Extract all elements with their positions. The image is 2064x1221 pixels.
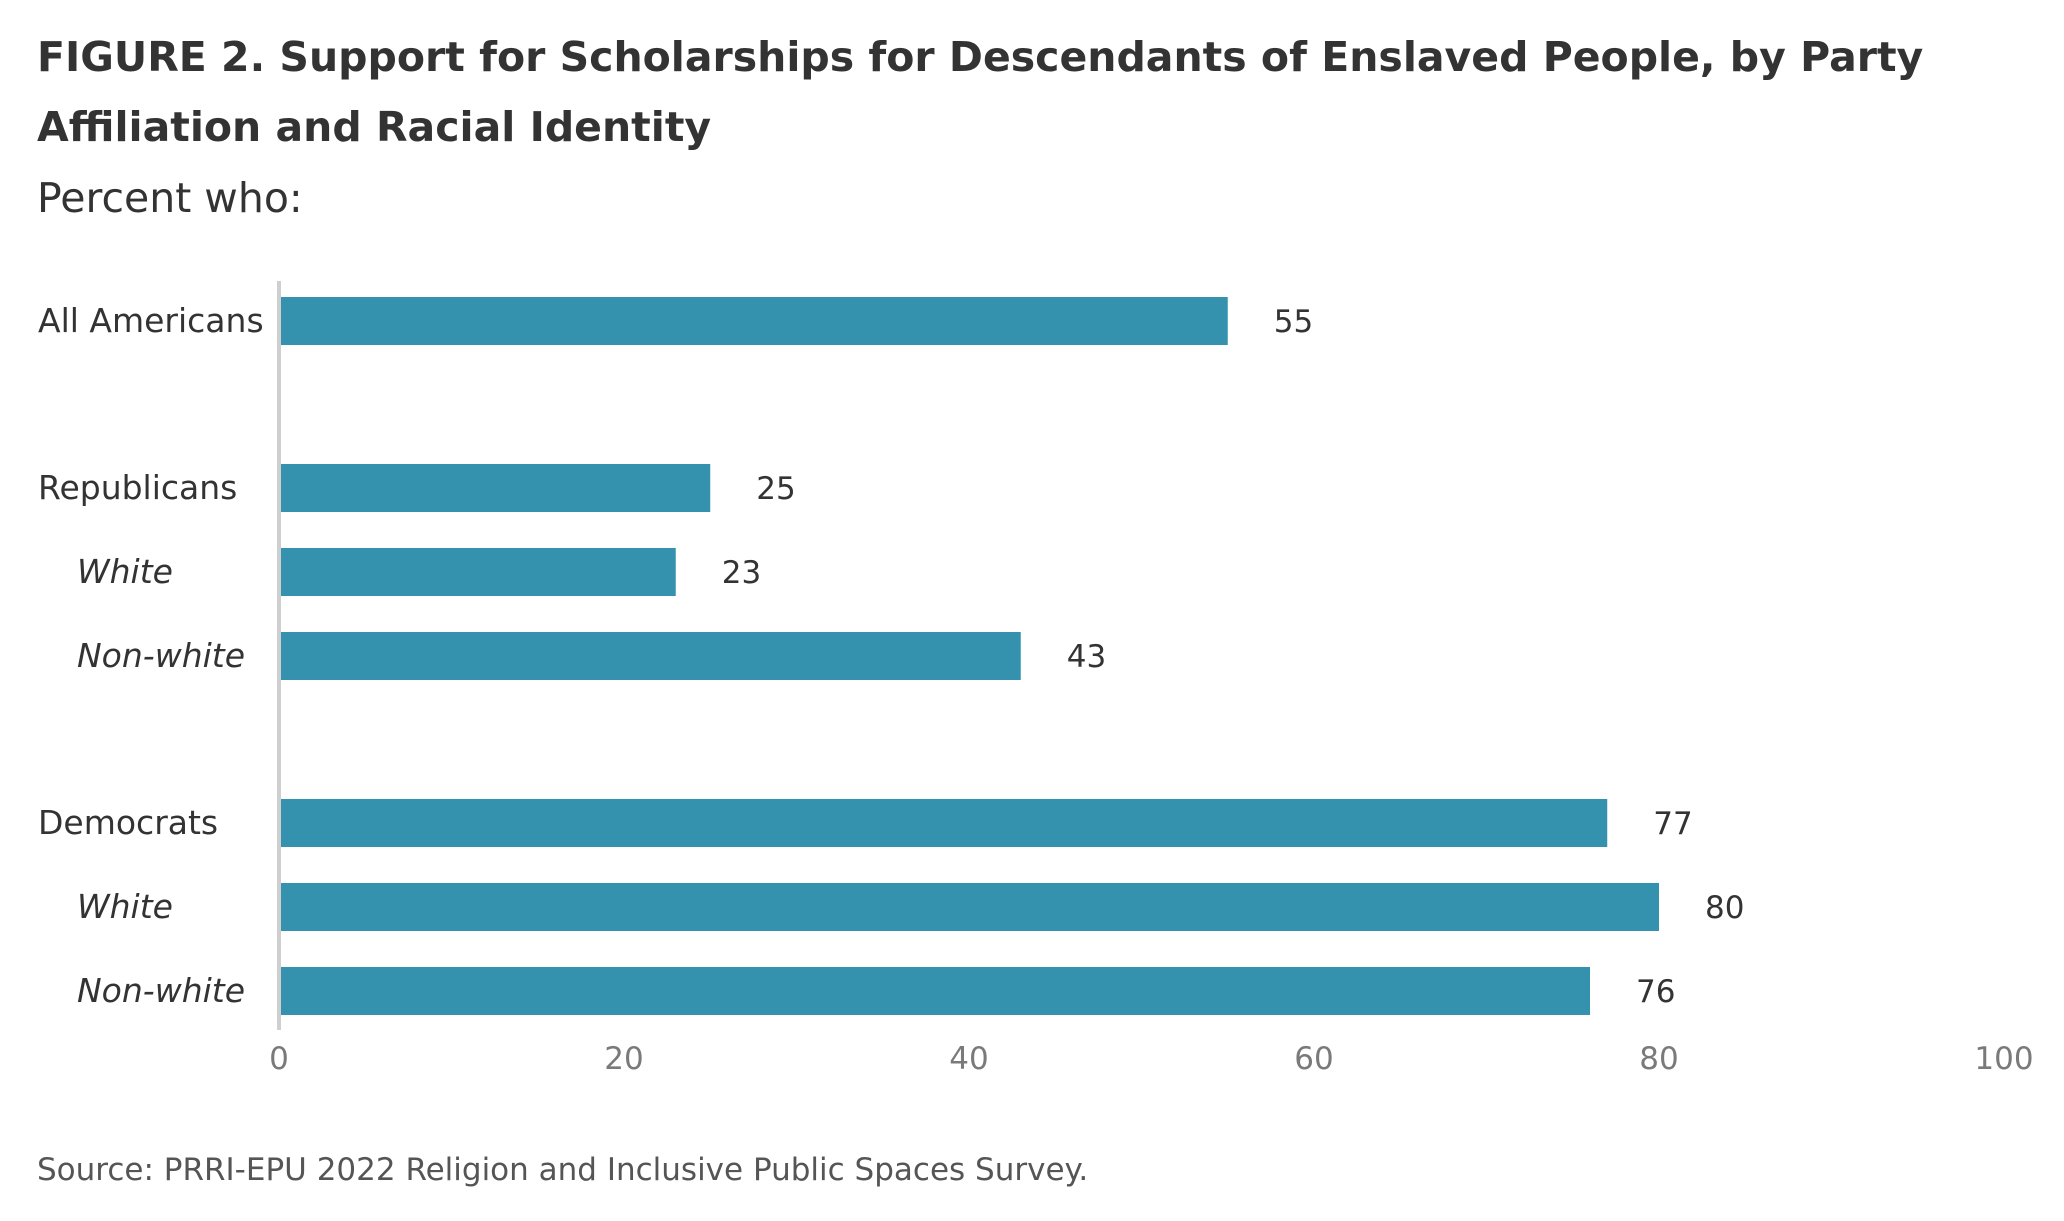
bar	[279, 799, 1608, 847]
category-labels: All Americans Republicans White Non-white De…	[38, 301, 264, 1010]
x-tick-label: 60	[1294, 1041, 1333, 1077]
chart-title: FIGURE 2. Support for Scholarships for D…	[37, 33, 1924, 151]
category-label: Republicans	[38, 468, 237, 507]
value-label: 76	[1636, 974, 1675, 1010]
x-axis-ticks: 0 20 40 60 80 100	[269, 1041, 2033, 1077]
category-label: Non-white	[77, 636, 245, 675]
category-label: Democrats	[38, 803, 218, 842]
value-label: 43	[1067, 639, 1106, 675]
bar	[279, 548, 676, 596]
bar	[279, 883, 1659, 931]
bars	[279, 297, 1659, 1015]
x-tick-label: 0	[269, 1041, 289, 1077]
bar	[279, 632, 1021, 680]
category-label: All Americans	[38, 301, 264, 340]
bar	[279, 967, 1590, 1015]
category-label: White	[77, 552, 173, 591]
bar	[279, 297, 1228, 345]
chart-subtitle: Percent who:	[37, 174, 303, 222]
value-label: 25	[756, 471, 795, 507]
value-label: 55	[1274, 304, 1313, 340]
source-note: Source: PRRI-EPU 2022 Religion and Inclu…	[37, 1152, 1089, 1188]
x-tick-label: 80	[1639, 1041, 1678, 1077]
category-label: Non-white	[77, 971, 245, 1010]
x-tick-label: 100	[1974, 1041, 2033, 1077]
value-labels: 55 25 23 43 77 80 76	[722, 304, 1745, 1010]
x-tick-label: 20	[604, 1041, 643, 1077]
value-label: 77	[1653, 806, 1692, 842]
bar	[279, 464, 711, 512]
value-label: 80	[1705, 890, 1744, 926]
x-tick-label: 40	[949, 1041, 988, 1077]
category-label: White	[77, 887, 173, 926]
value-label: 23	[722, 555, 761, 591]
